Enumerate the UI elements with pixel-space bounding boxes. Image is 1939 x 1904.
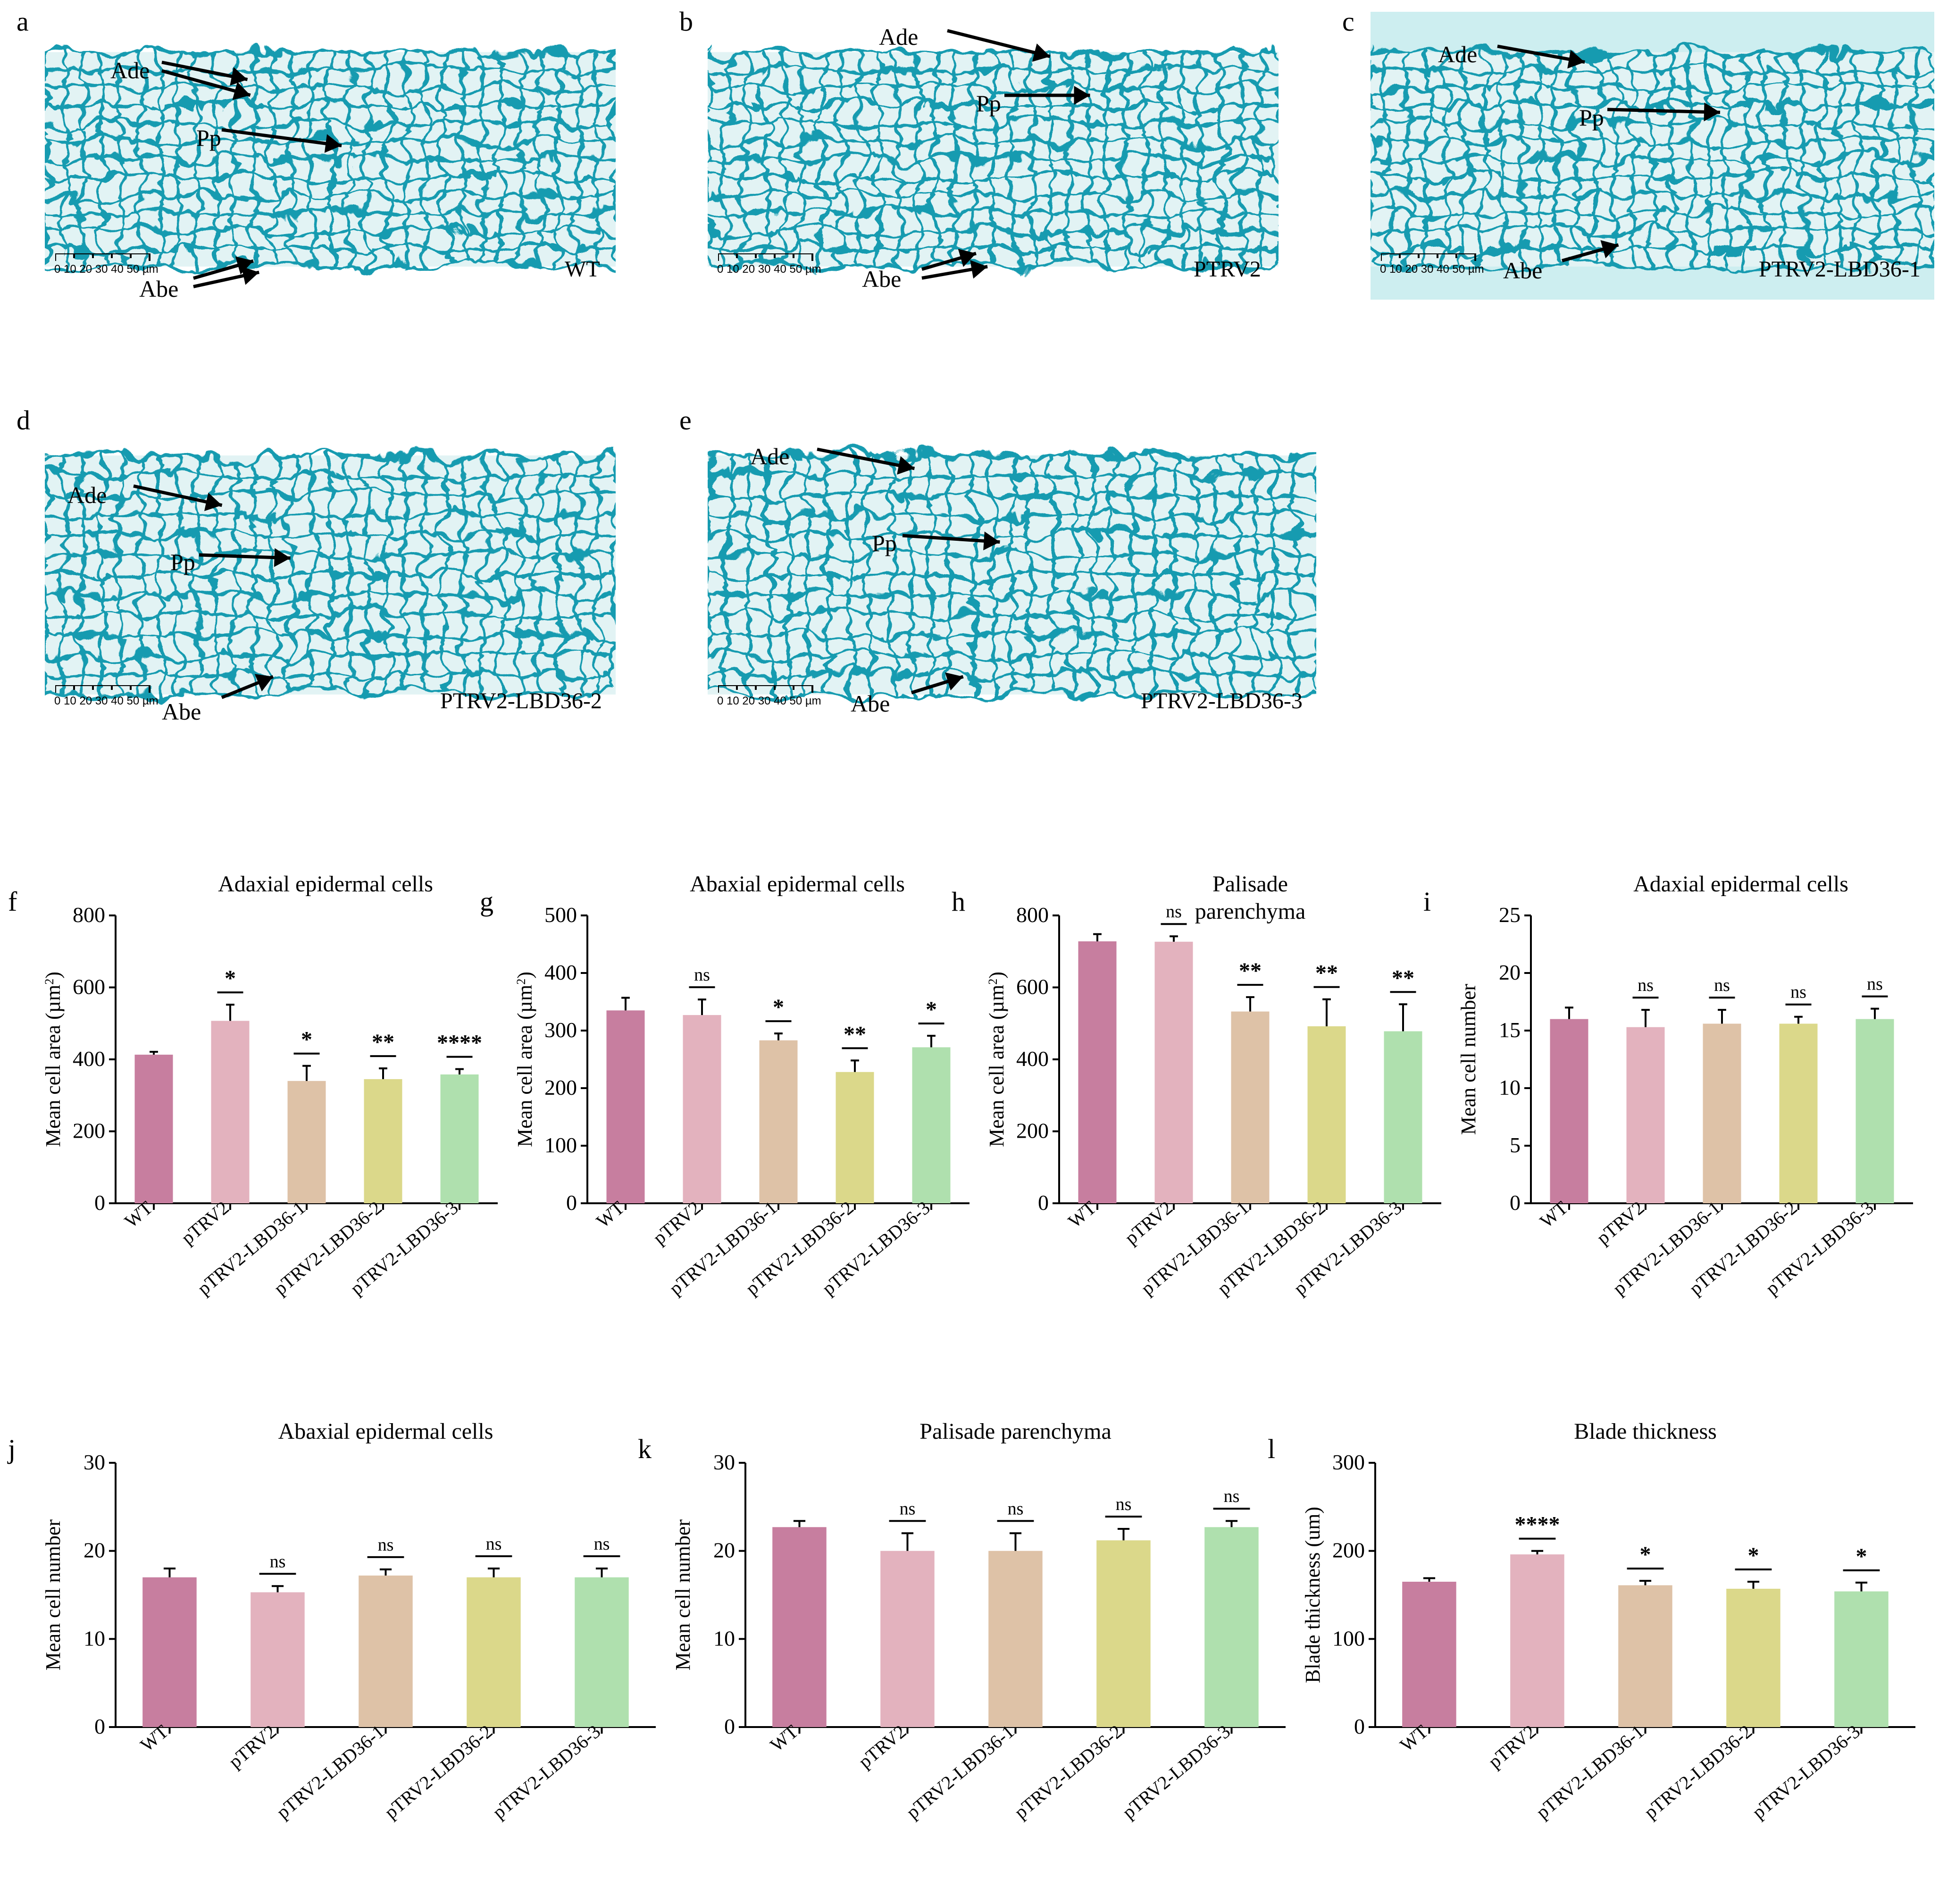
svg-text:pTRV2: pTRV2 — [1120, 1197, 1176, 1249]
svg-text:30: 30 — [84, 1450, 105, 1474]
svg-text:300: 300 — [544, 1018, 577, 1042]
svg-text:10: 10 — [713, 1626, 735, 1650]
svg-text:Mean cell number: Mean cell number — [1457, 984, 1480, 1135]
svg-text:ns: ns — [270, 1552, 286, 1571]
svg-text:5: 5 — [1510, 1133, 1521, 1157]
svg-text:pTRV2: pTRV2 — [225, 1720, 280, 1772]
svg-text:25: 25 — [1499, 903, 1521, 927]
svg-text:ns: ns — [900, 1499, 916, 1518]
svg-text:0: 0 — [1510, 1191, 1521, 1215]
svg-text:100: 100 — [544, 1133, 577, 1157]
svg-text:0: 0 — [566, 1191, 577, 1215]
svg-text:pTRV2-LBD36-1: pTRV2-LBD36-1 — [902, 1720, 1018, 1823]
svg-text:300: 300 — [1332, 1450, 1365, 1474]
svg-text:600: 600 — [1016, 975, 1049, 999]
svg-text:200: 200 — [73, 1119, 105, 1143]
svg-text:200: 200 — [1016, 1119, 1049, 1143]
svg-text:Blade thickness (um): Blade thickness (um) — [1301, 1507, 1324, 1683]
svg-text:pTRV2: pTRV2 — [1484, 1720, 1540, 1772]
svg-text:*: * — [1748, 1543, 1759, 1568]
svg-text:pTRV2: pTRV2 — [177, 1197, 233, 1249]
svg-text:Mean cell area (µm2): Mean cell area (µm2) — [513, 972, 536, 1147]
svg-text:0: 0 — [94, 1714, 105, 1738]
svg-text:0: 0 — [724, 1714, 735, 1738]
svg-text:20: 20 — [713, 1538, 735, 1562]
svg-text:**: ** — [1239, 958, 1262, 983]
svg-text:ns: ns — [1116, 1494, 1132, 1514]
svg-text:*: * — [225, 966, 236, 991]
svg-text:ns: ns — [694, 965, 710, 985]
svg-text:pTRV2-LBD36-2: pTRV2-LBD36-2 — [1010, 1720, 1126, 1823]
svg-text:20: 20 — [1499, 960, 1521, 984]
svg-text:****: **** — [1515, 1512, 1560, 1537]
svg-text:10: 10 — [1499, 1075, 1521, 1099]
svg-text:ns: ns — [1714, 975, 1730, 995]
svg-text:ns: ns — [1638, 975, 1654, 995]
svg-text:100: 100 — [1332, 1626, 1365, 1650]
svg-text:pTRV2-LBD36-3: pTRV2-LBD36-3 — [1118, 1720, 1234, 1823]
svg-text:pTRV2: pTRV2 — [649, 1197, 704, 1249]
svg-text:200: 200 — [1332, 1538, 1365, 1562]
svg-text:**: ** — [1315, 961, 1338, 986]
svg-text:*: * — [301, 1027, 312, 1052]
svg-text:ns: ns — [486, 1534, 502, 1554]
svg-text:10: 10 — [84, 1626, 105, 1650]
svg-text:0: 0 — [94, 1191, 105, 1215]
svg-text:800: 800 — [73, 903, 105, 927]
svg-text:ns: ns — [1867, 974, 1883, 994]
svg-text:pTRV2-LBD36-3: pTRV2-LBD36-3 — [488, 1720, 604, 1823]
svg-text:ns: ns — [1166, 902, 1182, 922]
svg-text:Mean cell area (µm2): Mean cell area (µm2) — [42, 972, 65, 1147]
svg-text:Mean cell number: Mean cell number — [671, 1519, 694, 1670]
svg-text:400: 400 — [544, 960, 577, 984]
svg-text:pTRV2-LBD36-2: pTRV2-LBD36-2 — [380, 1720, 496, 1823]
svg-text:**: ** — [1392, 965, 1414, 990]
svg-text:500: 500 — [544, 903, 577, 927]
svg-text:pTRV2-LBD36-3: pTRV2-LBD36-3 — [1748, 1720, 1864, 1823]
svg-text:20: 20 — [84, 1538, 105, 1562]
svg-text:pTRV2: pTRV2 — [854, 1720, 910, 1772]
svg-text:Mean cell area (µm2): Mean cell area (µm2) — [985, 972, 1008, 1147]
svg-text:pTRV2-LBD36-1: pTRV2-LBD36-1 — [272, 1720, 388, 1823]
svg-text:0: 0 — [1354, 1714, 1365, 1738]
svg-text:600: 600 — [73, 975, 105, 999]
svg-text:*: * — [926, 997, 937, 1022]
svg-text:800: 800 — [1016, 903, 1049, 927]
svg-text:*: * — [773, 995, 784, 1020]
svg-text:15: 15 — [1499, 1018, 1521, 1042]
svg-text:ns: ns — [1790, 982, 1806, 1002]
svg-text:Mean cell number: Mean cell number — [42, 1519, 65, 1670]
svg-text:*: * — [1640, 1542, 1651, 1567]
svg-text:pTRV2: pTRV2 — [1592, 1197, 1648, 1249]
svg-text:ns: ns — [594, 1534, 610, 1554]
svg-text:200: 200 — [544, 1075, 577, 1099]
svg-text:ns: ns — [1008, 1499, 1024, 1518]
svg-text:ns: ns — [1224, 1486, 1240, 1506]
svg-text:*: * — [1856, 1544, 1867, 1569]
svg-text:0: 0 — [1038, 1191, 1049, 1215]
svg-text:pTRV2-LBD36-1: pTRV2-LBD36-1 — [1532, 1720, 1648, 1823]
svg-text:30: 30 — [713, 1450, 735, 1474]
svg-text:pTRV2-LBD36-2: pTRV2-LBD36-2 — [1640, 1720, 1756, 1823]
svg-text:ns: ns — [378, 1535, 394, 1555]
